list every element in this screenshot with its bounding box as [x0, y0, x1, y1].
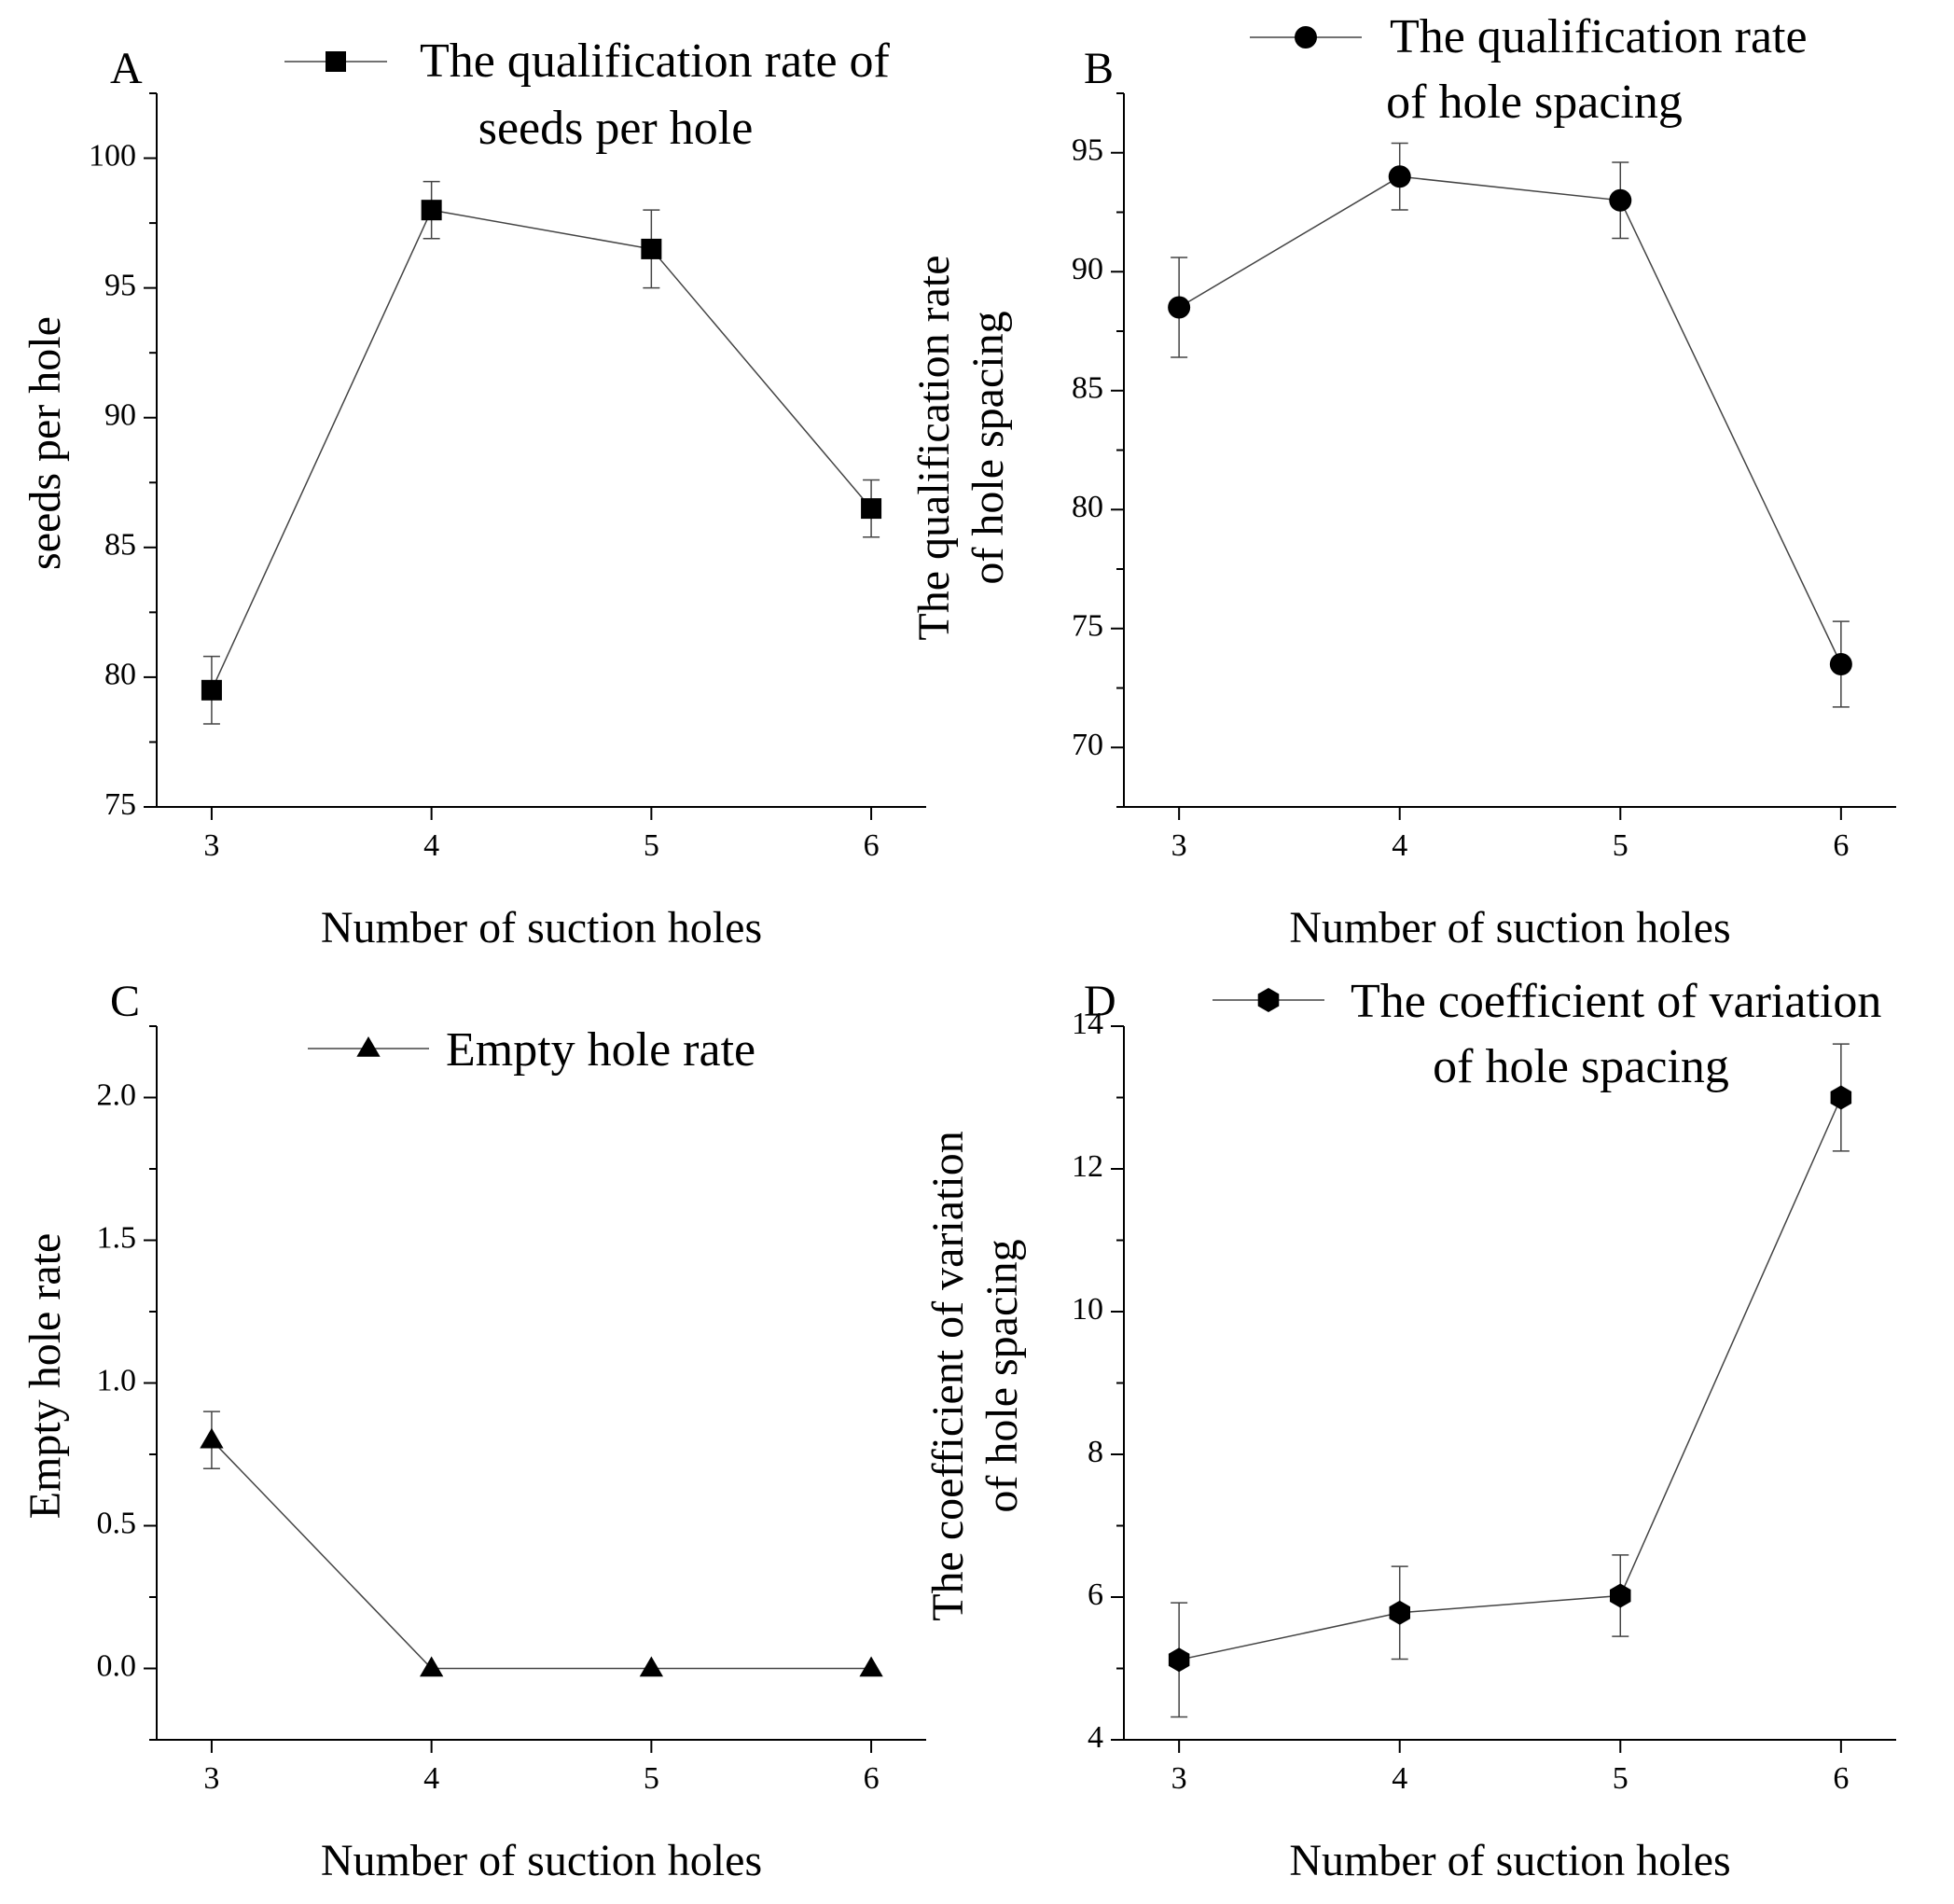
- panel-a-data-point: [201, 679, 222, 701]
- panel-c-legend-text: Empty hole rate: [446, 1023, 755, 1077]
- panel-b-legend-marker: [1295, 26, 1317, 49]
- panel-b-data-point: [1388, 165, 1411, 188]
- chart-panel-d: D 3 4 5 6 4 6 8 10 12 14 Number of suction holes The…: [923, 975, 1896, 1885]
- panel-d-y-tick-label: 6: [1088, 1577, 1103, 1612]
- panel-a-data-point: [641, 238, 662, 259]
- panel-d-y-tick-label: 12: [1072, 1149, 1103, 1184]
- panel-c-y-axis-title: Empty hole rate: [21, 1233, 70, 1520]
- panel-a-y-axis-title: seeds per hole: [21, 316, 70, 570]
- panel-b-letter: B: [1084, 44, 1114, 93]
- panel-a-x-tick-label: 5: [644, 828, 659, 863]
- panel-d-letter: D: [1084, 977, 1116, 1026]
- panel-b-x-axis-title: Number of suction holes: [1289, 903, 1730, 952]
- panel-b-y-tick-label: 70: [1072, 728, 1103, 762]
- panel-d-y-tick-label: 10: [1072, 1292, 1103, 1327]
- panel-c-x-tick-label: 5: [644, 1761, 659, 1796]
- panel-d-legend-text: of hole spacing: [1433, 1040, 1729, 1093]
- panel-c-y-tick-label: 1.0: [97, 1363, 137, 1397]
- panel-b-x-tick-label: 4: [1392, 828, 1407, 863]
- panel-a-y-tick-label: 90: [104, 398, 136, 433]
- panel-b-y-axis-title-line: of hole spacing: [963, 311, 1013, 584]
- panel-b-legend-text: of hole spacing: [1386, 76, 1683, 129]
- panel-d-y-axis-title-line: of hole spacing: [977, 1239, 1027, 1512]
- panel-a-y-axis-title-line: seeds per hole: [21, 316, 70, 570]
- panel-d-data-point: [1610, 1583, 1631, 1608]
- panel-a-legend-marker: [326, 51, 346, 72]
- panel-b-data-point: [1609, 188, 1632, 212]
- panel-d-legend-marker: [1257, 988, 1280, 1012]
- panel-b-data-point: [1829, 653, 1852, 675]
- panel-c-data-point: [419, 1656, 444, 1677]
- panel-c-x-tick-label: 3: [203, 1761, 219, 1796]
- panel-d-y-tick-label: 8: [1088, 1435, 1103, 1469]
- panel-a-x-tick-label: 3: [203, 828, 219, 863]
- panel-a-letter: A: [110, 44, 143, 93]
- panel-d-series-line: [1178, 1097, 1842, 1661]
- panel-d-x-tick-label: 5: [1613, 1761, 1628, 1796]
- panel-a-y-tick-label: 75: [104, 787, 136, 822]
- panel-a-y-tick-label: 85: [104, 528, 136, 563]
- panel-a-legend-text: The qualification rate of: [420, 35, 891, 88]
- panel-a-x-tick-label: 6: [864, 828, 880, 863]
- panel-b-x-tick-label: 3: [1171, 828, 1187, 863]
- panel-d-y-axis-title-line: The coefficient of variation: [923, 1131, 973, 1621]
- panel-d-y-axis-title: The coefficient of variation of hole spac…: [923, 1131, 1027, 1621]
- panel-d-y-tick-label: 4: [1088, 1720, 1103, 1755]
- panel-a-data-point: [861, 498, 882, 520]
- panel-b-y-tick-label: 85: [1072, 371, 1103, 406]
- panel-b-legend-text: The qualification rate: [1390, 10, 1808, 63]
- panel-c-data-point: [639, 1656, 664, 1677]
- panel-b-x-tick-label: 5: [1613, 828, 1628, 863]
- panel-c-y-axis-title-line: Empty hole rate: [21, 1233, 70, 1520]
- panel-c-letter: C: [110, 977, 140, 1026]
- panel-b-y-tick-label: 90: [1072, 252, 1103, 286]
- panel-d-x-axis-title: Number of suction holes: [1289, 1836, 1730, 1885]
- panel-d-x-tick-label: 3: [1171, 1761, 1187, 1796]
- panel-c-data-point: [859, 1656, 883, 1677]
- panel-b-y-axis-title-line: The qualification rate: [909, 255, 959, 640]
- panel-a-legend-text: seeds per hole: [478, 102, 754, 155]
- panel-a-series-line: [211, 209, 872, 691]
- panel-c-y-tick-label: 1.5: [97, 1220, 137, 1255]
- panel-b-data-point: [1168, 296, 1191, 319]
- panel-d-data-point: [1830, 1085, 1852, 1110]
- panel-c-y-tick-label: 0.0: [97, 1648, 137, 1683]
- panel-d-x-tick-label: 4: [1392, 1761, 1407, 1796]
- panel-c-x-axis-title: Number of suction holes: [321, 1836, 762, 1885]
- panel-c-data-point: [200, 1427, 224, 1449]
- panel-c-y-tick-label: 2.0: [97, 1077, 137, 1112]
- panel-b-y-axis-title: The qualification rate of hole spacing: [909, 255, 1013, 640]
- panel-a-data-point: [421, 200, 442, 221]
- panel-a-y-tick-label: 100: [89, 138, 136, 173]
- panel-c-y-tick-label: 0.5: [97, 1506, 137, 1540]
- panel-d-data-point: [1168, 1647, 1190, 1673]
- panel-b-y-tick-label: 75: [1072, 609, 1103, 644]
- panel-b-y-tick-label: 80: [1072, 490, 1103, 524]
- panel-a-y-tick-label: 80: [104, 658, 136, 692]
- panel-c-x-tick-label: 6: [864, 1761, 880, 1796]
- panel-a-x-tick-label: 4: [423, 828, 439, 863]
- panel-b-series-line: [1178, 175, 1842, 665]
- panel-b-x-tick-label: 6: [1833, 828, 1849, 863]
- panel-b-y-tick-label: 95: [1072, 133, 1103, 168]
- panel-c-series-line: [211, 1439, 872, 1670]
- chart-panel-a: A 3 4 5 6 75 80 85 90 95 100 Number of suction hole…: [21, 35, 926, 952]
- panel-d-y-tick-label: 14: [1072, 1007, 1103, 1041]
- chart-panel-b: B 3 4 5 6 70 75 80 85 90 95 Number of suction holes…: [909, 10, 1896, 952]
- panel-c-legend-marker: [356, 1036, 381, 1057]
- panel-a-x-axis-title: Number of suction holes: [321, 903, 762, 952]
- panel-d-legend-text: The coefficient of variation: [1351, 975, 1881, 1028]
- panel-d-x-tick-label: 6: [1833, 1761, 1849, 1796]
- panel-c-x-tick-label: 4: [423, 1761, 439, 1796]
- panel-a-y-tick-label: 95: [104, 268, 136, 302]
- panel-d-data-point: [1389, 1600, 1410, 1625]
- chart-panel-c: C 3 4 5 6 0.0 0.5 1.0 1.5 2.0 Number of suction ho…: [21, 977, 926, 1885]
